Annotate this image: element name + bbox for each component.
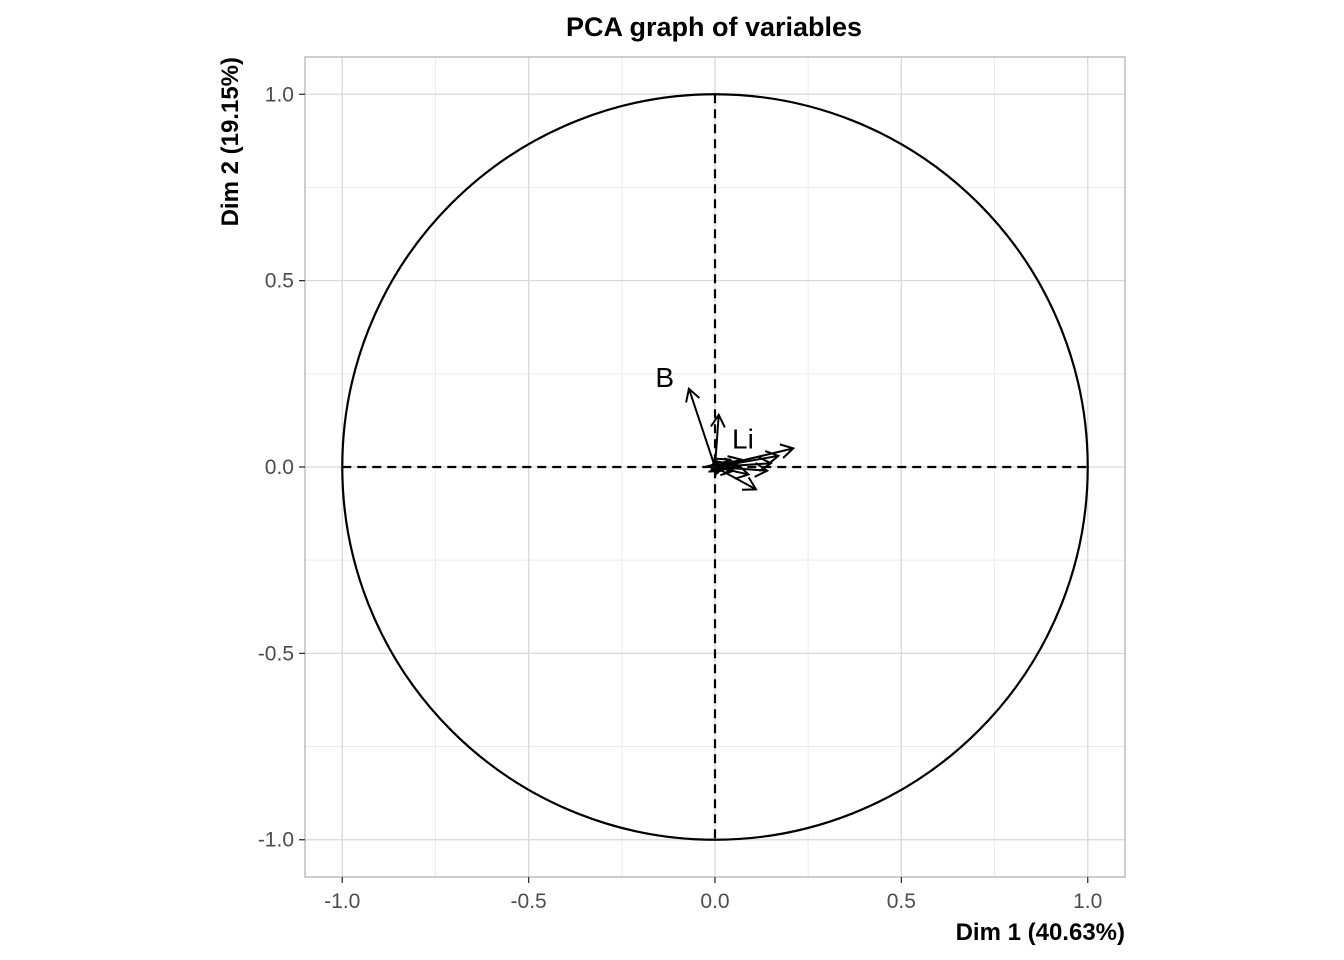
variable-label: B: [655, 362, 674, 393]
y-tick-label: -0.5: [258, 642, 294, 665]
x-tick-label: 0.5: [887, 890, 916, 913]
variable-vectors: [685, 386, 796, 491]
variable-arrow: [685, 386, 716, 468]
x-axis-ticks: -1.0 -0.5 0.0 0.5 1.0: [324, 877, 1102, 913]
x-tick-label: 0.0: [700, 890, 729, 913]
arrow-head: [710, 412, 726, 428]
arrow-head: [764, 450, 781, 466]
y-tick-label: 0.5: [265, 270, 294, 293]
correlation-circle: [341, 93, 1089, 841]
y-axis-ticks: -1.0 -0.5 0.0 0.5 1.0: [258, 83, 305, 852]
x-tick-label: 1.0: [1073, 890, 1102, 913]
arrow-head: [779, 443, 796, 459]
y-tick-label: 1.0: [265, 83, 294, 106]
y-tick-label: 0.0: [265, 456, 294, 479]
x-tick-label: -0.5: [511, 890, 547, 913]
y-axis-title: Dim 2 (19.15%): [217, 57, 244, 226]
variable-labels: B Li: [655, 362, 754, 455]
arrow-head: [709, 456, 726, 473]
arrow-head: [704, 461, 721, 478]
arrow-shaft: [687, 388, 716, 468]
reference-lines: [342, 94, 1088, 840]
x-tick-label: -1.0: [324, 890, 360, 913]
x-axis-title: Dim 1 (40.63%): [956, 919, 1125, 946]
arrow-head: [741, 476, 758, 491]
arrow-head: [754, 462, 770, 478]
variable-label: Li: [732, 423, 754, 454]
arrow-head: [734, 464, 751, 480]
chart-title: PCA graph of variables: [566, 12, 862, 42]
variable-arrow: [709, 456, 726, 473]
variable-arrow: [704, 461, 721, 478]
y-tick-label: -1.0: [258, 829, 294, 852]
arrow-head: [685, 386, 701, 403]
